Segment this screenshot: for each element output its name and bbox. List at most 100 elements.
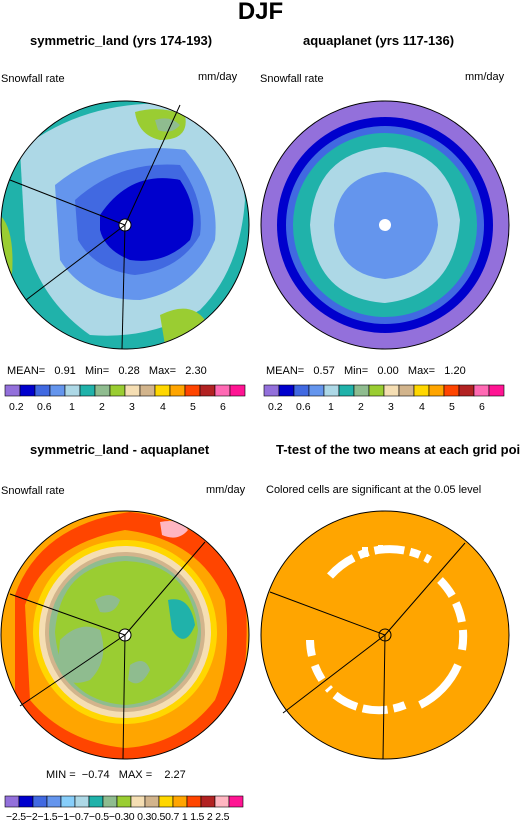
colorbar-tick-label: 3 xyxy=(129,401,135,413)
diff-sage-patch-3 xyxy=(128,661,150,684)
nonsignificant-arc-5 xyxy=(332,691,407,715)
colorbar-tick-label: 1 xyxy=(328,401,334,413)
colorbar-swatch xyxy=(79,384,96,397)
colorbar-tick-label: 2 xyxy=(358,401,364,413)
colorbar-land xyxy=(4,384,246,397)
panel-title-diff: symmetric_land - aquaplanet xyxy=(30,442,210,457)
map-ttest-border xyxy=(260,510,510,760)
variable-label-aqua: Snowfall rate xyxy=(260,73,324,85)
units-label-land: mm/day xyxy=(198,71,238,83)
diff-sage-patch-2 xyxy=(95,595,120,613)
nonsignificant-arc-4 xyxy=(306,639,334,693)
colorbar-swatch xyxy=(158,795,174,808)
colorbar-swatch xyxy=(443,384,460,397)
colorbar-swatch xyxy=(383,384,400,397)
stats-aqua: MEAN= 0.57 Min= 0.00 Max= 1.20 xyxy=(266,365,466,377)
map-aqua xyxy=(261,101,509,349)
colorbar-tick-label: 5 xyxy=(190,401,196,413)
pole-hole xyxy=(379,219,391,231)
stats-land: MEAN= 0.91 Min= 0.28 Max= 2.30 xyxy=(7,365,207,377)
colorbar-swatch xyxy=(94,384,111,397)
continent-outline-land xyxy=(9,104,181,350)
colorbar-swatch xyxy=(278,384,295,397)
colorbar-swatch xyxy=(323,384,340,397)
colorbar-swatch xyxy=(229,384,246,397)
colorbar-diff xyxy=(4,795,244,808)
colorbar-tick-label: 3 xyxy=(388,401,394,413)
colorbar-swatch xyxy=(144,795,160,808)
colorbar-swatch xyxy=(60,795,76,808)
colorbar-swatch xyxy=(32,795,48,808)
colorbar-swatch xyxy=(46,795,62,808)
colorbar-swatch xyxy=(74,795,90,808)
colorbar-swatch xyxy=(18,795,34,808)
colorbar-swatch xyxy=(34,384,51,397)
variable-label-diff: Snowfall rate xyxy=(1,485,65,497)
field-sage xyxy=(155,118,180,132)
nonsignificant-arc-2 xyxy=(437,577,468,651)
colorbar-labels-diff: −2.5−2−1.5−1−0.7−0.5−0.30 0.30.50.7 1 1.… xyxy=(6,811,230,823)
colorbar-tick-label: 1 xyxy=(69,401,75,413)
colorbar-swatch xyxy=(116,795,132,808)
colorbar-swatch xyxy=(130,795,146,808)
colorbar-swatch xyxy=(214,384,231,397)
figure-title: DJF xyxy=(237,0,284,25)
colorbar-tick-label: 0.6 xyxy=(37,401,52,413)
colorbar-swatch xyxy=(199,384,216,397)
colorbar-swatch xyxy=(338,384,355,397)
colorbar-swatch xyxy=(64,384,81,397)
colorbar-swatch xyxy=(49,384,66,397)
colorbar-tick-label: 5 xyxy=(449,401,455,413)
colorbar-swatch xyxy=(139,384,156,397)
colorbar-swatch xyxy=(308,384,325,397)
diff-sage-patch-1 xyxy=(58,626,104,683)
diff-teal-patch xyxy=(168,599,195,639)
colorbar-swatch xyxy=(4,384,21,397)
colorbar-swatch xyxy=(413,384,430,397)
nonsignificant-cell xyxy=(362,547,368,557)
panel-title-aqua: aquaplanet (yrs 117-136) xyxy=(303,33,455,48)
field-green-3 xyxy=(160,308,205,345)
colorbar-tick-label: 0.2 xyxy=(9,401,24,413)
colorbar-swatch xyxy=(124,384,141,397)
panel-title-land: symmetric_land (yrs 174-193) xyxy=(30,33,213,48)
colorbar-tick-label: 0.6 xyxy=(296,401,311,413)
colorbar-swatch xyxy=(102,795,118,808)
colorbar-tick-label: 6 xyxy=(220,401,226,413)
diff-pink-patch xyxy=(160,521,188,538)
colorbar-swatch xyxy=(488,384,505,397)
colorbar-swatch xyxy=(353,384,370,397)
units-label-aqua: mm/day xyxy=(465,71,505,83)
colorbar-swatch xyxy=(214,795,230,808)
stats-diff: MIN = −0.74 MAX = 2.27 xyxy=(46,769,186,781)
continent-outline-diff xyxy=(9,541,206,760)
map-aqua-border xyxy=(260,100,510,350)
colorbar-swatch xyxy=(473,384,490,397)
panel-title-ttest: T-test of the two means at each grid poi… xyxy=(276,442,521,457)
colorbar-swatch xyxy=(109,384,126,397)
colorbar-tick-label: 6 xyxy=(479,401,485,413)
colorbar-swatch xyxy=(4,795,20,808)
colorbar-tick-label: 4 xyxy=(419,401,425,413)
nonsignificant-arc-3 xyxy=(418,663,462,709)
variable-label-land: Snowfall rate xyxy=(1,73,65,85)
colorbar-swatch xyxy=(428,384,445,397)
colorbar-tick-label: 0.2 xyxy=(268,401,283,413)
colorbar-swatch xyxy=(172,795,188,808)
colorbar-swatch xyxy=(169,384,186,397)
colorbar-aqua xyxy=(263,384,505,397)
colorbar-swatch xyxy=(228,795,244,808)
map-diff-border xyxy=(0,510,250,760)
colorbar-swatch xyxy=(19,384,36,397)
continent-outline-ttest xyxy=(269,542,466,760)
colorbar-swatch xyxy=(200,795,216,808)
map-land-border xyxy=(0,100,250,350)
colorbar-swatch xyxy=(398,384,415,397)
units-label-diff: mm/day xyxy=(206,484,246,496)
nonsignificant-cell xyxy=(378,545,383,553)
ttest-subtitle: Colored cells are significant at the 0.0… xyxy=(266,484,482,496)
colorbar-swatch xyxy=(88,795,104,808)
colorbar-swatch xyxy=(458,384,475,397)
colorbar-swatch xyxy=(154,384,171,397)
